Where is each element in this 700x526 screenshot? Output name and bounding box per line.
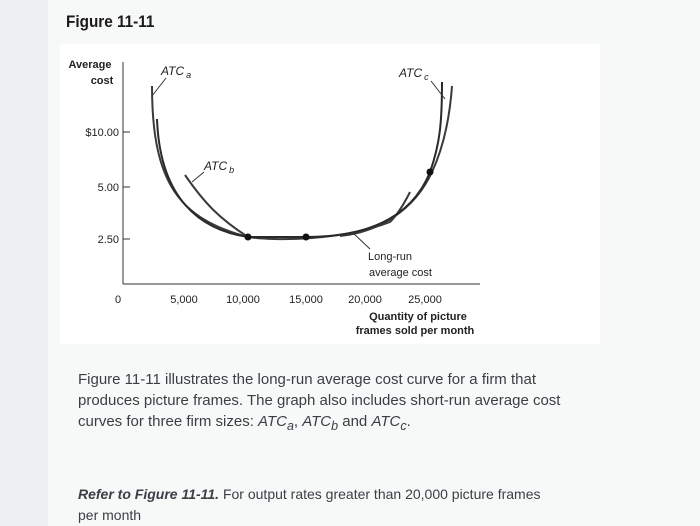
description-line-1: Figure 11-11 illustrates the long-run av… — [78, 371, 536, 388]
question-line-2: per month — [78, 507, 142, 523]
leader-atc-b — [191, 171, 205, 183]
series-label-lrac-line2: average cost — [369, 267, 432, 279]
atc-sub-b: b — [331, 419, 339, 433]
question-text: Refer to Figure 11-11. For output rates … — [78, 484, 578, 526]
chart-panel: Average cost $10.00 5.00 2.50 0 5,000 10… — [60, 44, 600, 344]
chart-svg: Average cost $10.00 5.00 2.50 0 5,000 10… — [68, 59, 480, 337]
x-axis-label-line2: frames sold per month — [356, 325, 475, 337]
x-tick-label: 5,000 — [170, 294, 198, 306]
description-prefix: curves for three firm sizes: — [78, 413, 259, 430]
separator: and — [338, 413, 372, 430]
point-atc-a — [244, 233, 252, 241]
atc-label: ATC — [302, 413, 332, 430]
series-label-atc-b: ATC b — [203, 159, 234, 175]
series-label-atc-c: ATC c — [398, 66, 429, 82]
atc-sub-a: a — [286, 419, 294, 433]
leader-atc-c — [430, 80, 446, 100]
x-tick-label: 10,000 — [226, 294, 260, 306]
x-axis-label-line1: Quantity of picture — [369, 311, 467, 323]
atc-sub-c: c — [400, 419, 407, 433]
point-atc-b — [302, 233, 310, 241]
x-tick-label: 0 — [115, 294, 121, 306]
leader-atc-a — [151, 77, 167, 97]
question-line-1: Refer to Figure 11-11. For output rates … — [78, 484, 578, 505]
atc-label: ATC — [258, 413, 287, 430]
description-line-2: produces picture frames. The graph also … — [78, 392, 561, 409]
x-tick-label: 25,000 — [408, 294, 442, 306]
series-line-atc-a — [151, 85, 249, 238]
atc-label: ATC — [371, 413, 401, 430]
point-atc-c — [426, 168, 434, 176]
leader-lrac — [351, 231, 371, 250]
period: . — [406, 413, 411, 430]
separator: , — [293, 413, 303, 430]
y-tick-label: 2.50 — [98, 234, 119, 246]
question-reference: Refer to Figure 11-11. — [78, 486, 220, 502]
description-line-3: curves for three firm sizes: ATCa, ATCb … — [78, 411, 578, 437]
question-body: For output rates greater than 20,000 pic… — [219, 486, 541, 502]
y-axis-label-line2: cost — [91, 75, 114, 87]
series-label-atc-a: ATC a — [160, 64, 191, 80]
y-axis-label-line1: Average — [68, 59, 111, 71]
figure-description: Figure 11-11 illustrates the long-run av… — [78, 369, 578, 437]
y-tick-label: $10.00 — [85, 127, 119, 139]
figure-title: Figure 11-11 — [66, 12, 155, 31]
series-line-lrac — [156, 81, 443, 238]
y-tick-label: 5.00 — [98, 182, 119, 194]
series-label-lrac-line1: Long-run — [368, 251, 412, 263]
x-tick-label: 15,000 — [289, 294, 323, 306]
x-tick-label: 20,000 — [348, 294, 382, 306]
